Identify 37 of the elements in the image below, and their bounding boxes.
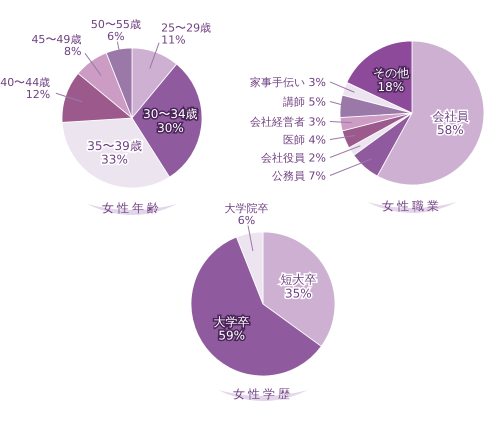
slice-label: 医師 xyxy=(283,134,306,147)
slice-label: 45〜49歳 xyxy=(31,32,82,46)
data-label: 6% xyxy=(238,214,256,228)
data-label: 4% xyxy=(308,134,326,147)
slice-label: 会社役員 xyxy=(261,152,306,165)
slice-label: 会社経営者 xyxy=(250,116,306,129)
slice-label: 25〜29歳 xyxy=(161,22,212,35)
data-label: 6% xyxy=(107,30,125,44)
slice-label: 家事手伝い xyxy=(250,76,306,89)
slice-label: 講師 xyxy=(283,95,306,108)
text: 女性職業 xyxy=(382,199,442,213)
slice-label: 30〜34歳 xyxy=(143,107,198,122)
slice-label: 大学卒 xyxy=(214,314,250,329)
data-label: 5% xyxy=(308,95,326,108)
slice-label: 短大卒 xyxy=(280,272,316,287)
data-label: 2% xyxy=(308,152,326,165)
slice-label: 会社員 xyxy=(432,109,468,124)
data-label: 3% xyxy=(308,116,326,129)
slice-label: 公務員 xyxy=(272,170,306,183)
slice-label: その他 xyxy=(372,66,409,80)
text: 女性学歴 xyxy=(233,387,293,401)
slice-label: 35〜39歳 xyxy=(87,138,142,153)
data-label: 30% xyxy=(157,120,184,135)
data-label: 8% xyxy=(64,45,82,58)
slice-label: 40〜44歳 xyxy=(0,76,50,89)
data-label: 35% xyxy=(284,286,312,300)
data-label: 3% xyxy=(308,76,326,89)
text: 女性年齢 xyxy=(102,201,162,215)
slice-label: 50〜55歳 xyxy=(90,18,141,32)
data-label: 7% xyxy=(308,170,326,183)
data-label: 12% xyxy=(26,88,50,102)
data-label: 33% xyxy=(101,152,128,167)
slice-label: 大学院卒 xyxy=(224,202,269,216)
data-label: 59% xyxy=(218,328,246,343)
data-label: 18% xyxy=(377,80,404,94)
data-label: 11% xyxy=(161,34,186,47)
data-label: 58% xyxy=(437,123,464,138)
